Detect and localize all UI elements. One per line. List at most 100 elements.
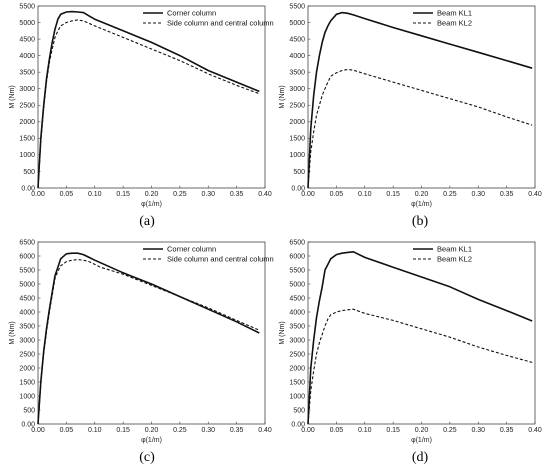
y-axis-title: M (Nm)	[9, 321, 16, 344]
series-line-2	[307, 68, 533, 189]
x-tick-label: 0.00	[301, 427, 315, 434]
x-tick-label: 0.10	[88, 427, 102, 434]
y-tick-label: 5000	[19, 281, 35, 288]
y-tick-label: 1000	[289, 152, 305, 159]
x-tick-label: 0.40	[258, 191, 272, 198]
x-tick-label: 0.20	[415, 427, 429, 434]
y-tick-label: 6500	[19, 239, 35, 246]
x-tick-label: 0.25	[173, 427, 187, 434]
panel-a: 0.00 0.05 0.10 0.15 0.20 0.25 0.30 0.35 0.40 0.00…	[9, 0, 274, 236]
y-tick-label: 1000	[289, 393, 305, 400]
x-tick-label: 0.20	[415, 191, 429, 198]
y-tick-label: 3500	[289, 323, 305, 330]
y-tick-label: 3000	[289, 337, 305, 344]
y-tick-label: 1500	[289, 136, 305, 143]
y-tick-label: 3000	[19, 337, 35, 344]
series-line-1	[307, 11, 533, 189]
series-line-2	[37, 259, 260, 425]
x-tick-label: 0.30	[201, 427, 215, 434]
x-tick-label: 0.35	[230, 427, 244, 434]
x-tick-label: 0.05	[330, 191, 344, 198]
legend-label-2: Side column and central column	[167, 255, 274, 264]
y-tick-label: 1500	[19, 136, 35, 143]
y-tick-label: 2000	[289, 119, 305, 126]
y-tick-label: 4000	[289, 309, 305, 316]
y-tick-label: 5500	[19, 267, 35, 274]
legend-label-1: Corner column	[167, 245, 216, 254]
y-tick-label: 5000	[19, 20, 35, 27]
caption-d: (d)	[411, 450, 429, 465]
y-axis-title: M (Nm)	[279, 85, 286, 108]
y-tick-label: 5500	[19, 3, 35, 10]
x-tick-label: 0.20	[145, 191, 159, 198]
y-tick-label: 4000	[289, 53, 305, 60]
chart-b-svg: 0.00 0.05 0.10 0.15 0.20 0.25 0.30 0.35 0.40 0.00…	[279, 3, 542, 208]
panel-d: 0.00 0.05 0.10 0.15 0.20 0.25 0.30 0.35 0.40 0.00…	[279, 236, 542, 472]
y-tick-label: 2000	[19, 119, 35, 126]
chart-d-svg: 0.00 0.05 0.10 0.15 0.20 0.25 0.30 0.35 0.40 0.00…	[279, 239, 542, 444]
y-tick-label: 500	[293, 169, 305, 176]
legend-label-2: Beam KL2	[437, 255, 472, 264]
y-tick-label: 3000	[289, 86, 305, 93]
x-tick-label: 0.40	[528, 427, 542, 434]
y-tick-label: 1000	[19, 152, 35, 159]
legend-label-2: Beam KL2	[437, 19, 472, 28]
y-tick-label: 4500	[19, 295, 35, 302]
x-tick-label: 0.05	[330, 427, 344, 434]
x-tick-label: 0.25	[173, 191, 187, 198]
series-line-1	[37, 252, 260, 425]
plot-frame	[37, 241, 266, 425]
x-tick-label: 0.15	[116, 427, 130, 434]
y-tick-label: 4000	[19, 53, 35, 60]
x-tick-label: 0.35	[500, 427, 514, 434]
x-axis-title: φ(1/m)	[141, 437, 162, 444]
y-tick-label: 2000	[19, 365, 35, 372]
y-tick-label: 2500	[289, 103, 305, 110]
x-tick-label: 0.05	[60, 427, 74, 434]
y-tick-label: 500	[23, 169, 35, 176]
y-tick-label: 4000	[19, 309, 35, 316]
legend-label-1: Beam KL1	[437, 245, 472, 254]
x-tick-label: 0.25	[443, 191, 457, 198]
y-tick-label: 3000	[19, 86, 35, 93]
x-tick-label: 0.00	[301, 191, 315, 198]
y-tick-label: 6000	[289, 253, 305, 260]
legend-label-1: Corner column	[167, 9, 216, 18]
y-tick-label: 0.00	[291, 421, 305, 428]
y-tick-label: 5000	[289, 281, 305, 288]
y-tick-label: 2000	[289, 365, 305, 372]
y-tick-label: 1500	[19, 379, 35, 386]
plot-frame	[307, 241, 536, 425]
y-tick-label: 2500	[19, 351, 35, 358]
x-tick-label: 0.40	[528, 191, 542, 198]
panel-c: 0.00 0.05 0.10 0.15 0.20 0.25 0.30 0.35 0.40 0.00…	[9, 236, 274, 472]
panel-b: 0.00 0.05 0.10 0.15 0.20 0.25 0.30 0.35 0.40 0.00…	[279, 0, 542, 236]
caption-c: (c)	[139, 450, 155, 465]
y-axis-title: M (Nm)	[279, 321, 286, 344]
y-tick-label: 0.00	[21, 421, 35, 428]
x-tick-label: 0.20	[145, 427, 159, 434]
y-tick-label: 2500	[289, 351, 305, 358]
x-tick-label: 0.30	[471, 427, 485, 434]
y-tick-label: 0.00	[291, 185, 305, 192]
y-axis-title: M (Nm)	[9, 85, 16, 108]
y-tick-label: 1000	[19, 393, 35, 400]
x-tick-label: 0.00	[31, 191, 45, 198]
y-tick-label: 4500	[289, 295, 305, 302]
x-tick-label: 0.40	[258, 427, 272, 434]
y-tick-label: 5500	[289, 267, 305, 274]
y-tick-label: 6000	[19, 253, 35, 260]
plot-frame	[37, 5, 266, 189]
legend-label-2: Side column and central column	[167, 19, 274, 28]
series-line-2	[37, 19, 260, 189]
y-tick-label: 4500	[289, 36, 305, 43]
x-axis-title: φ(1/m)	[141, 201, 162, 208]
y-tick-label: 1500	[289, 379, 305, 386]
x-tick-label: 0.15	[386, 191, 400, 198]
x-tick-label: 0.00	[31, 427, 45, 434]
plot-frame	[307, 5, 536, 189]
y-tick-label: 3500	[19, 323, 35, 330]
x-axis-title: φ(1/m)	[411, 437, 432, 444]
y-tick-label: 0.00	[21, 185, 35, 192]
